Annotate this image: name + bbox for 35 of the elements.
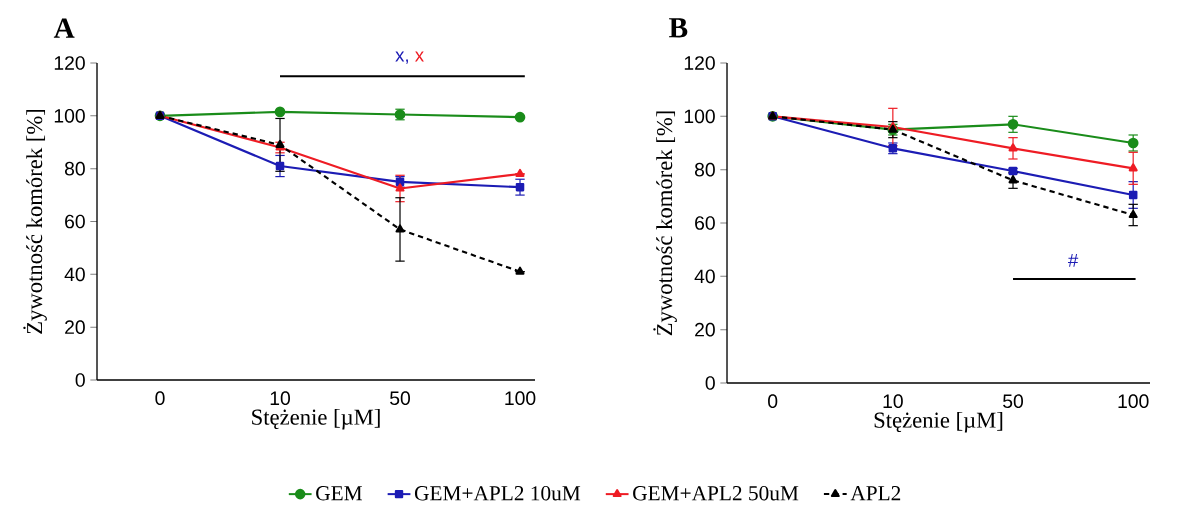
y-tick-label: 0 <box>705 376 715 390</box>
y-tick-label: 60 <box>65 214 85 229</box>
x-tick-label: 100 <box>1118 394 1149 409</box>
y-tick-label: 0 <box>75 373 85 387</box>
legend-label: GEM+APL2 50uM <box>633 486 799 501</box>
x-axis-title: Stężenie [µM] <box>252 408 380 430</box>
text: x <box>415 51 424 62</box>
y-tick-label: 80 <box>694 162 715 177</box>
y-tick-label: 120 <box>54 56 85 70</box>
y-axis-title: Żywotność komórek [%] <box>653 111 677 336</box>
x-tick-label: 100 <box>505 391 536 406</box>
chart-title: A <box>53 18 75 38</box>
y-tick-label: 40 <box>694 269 715 284</box>
x-tick-label: 50 <box>390 391 410 406</box>
legend-label: GEM <box>316 486 363 501</box>
y-tick-label: 60 <box>695 216 715 230</box>
y-tick-label: 40 <box>64 267 85 282</box>
annotation: # <box>1068 253 1079 267</box>
y-tick-label: 20 <box>65 320 85 335</box>
x-tick-label: 0 <box>155 391 165 406</box>
y-tick-label: 100 <box>684 109 715 124</box>
x-tick-label: 50 <box>1003 394 1024 409</box>
y-tick-label: 120 <box>684 56 715 70</box>
y-tick-label: 20 <box>695 322 715 337</box>
legend-label: GEM+APL2 10uM <box>414 486 581 501</box>
y-axis-title: Żywotność komórek [%] <box>23 109 47 334</box>
y-tick-label: 80 <box>64 161 85 176</box>
y-tick-label: 100 <box>54 108 85 123</box>
chart-title: B <box>669 18 688 38</box>
x-tick-label: 10 <box>270 391 290 406</box>
x-tick-label: 0 <box>768 394 778 409</box>
x-tick-label: 10 <box>883 394 903 409</box>
legend-label: APL2 <box>850 486 901 501</box>
x-axis-title: Stężenie [µM] <box>874 411 1003 433</box>
annotation: x, <box>395 51 408 64</box>
